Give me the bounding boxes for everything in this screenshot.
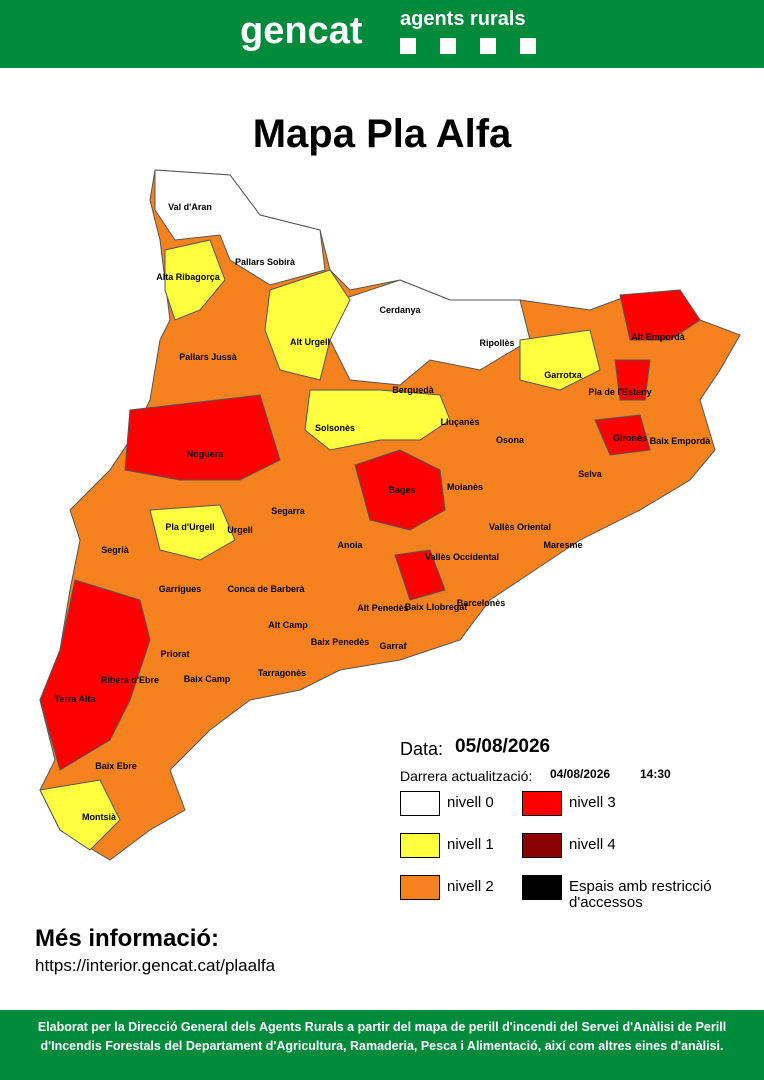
region-label: Alt Camp — [268, 620, 308, 630]
region-label: Cerdanya — [379, 305, 421, 315]
region-label: Baix Llobregat — [405, 602, 468, 612]
region-label: Anoia — [337, 540, 363, 550]
region-label: Lluçanès — [440, 417, 479, 427]
region-labels: Val d'Aran Pallars Sobirà Alta Ribagorça Ce… — [54, 202, 711, 822]
icon — [520, 38, 536, 54]
region-label: Baix Ebre — [95, 761, 137, 771]
region-label: Alta Ribagorça — [156, 272, 221, 282]
date: 05/08/2026 — [455, 736, 551, 757]
legend-label: nivell 4 — [569, 836, 616, 853]
region-label: Ripollès — [479, 338, 514, 348]
legend-swatch — [522, 875, 562, 900]
region-label: Alt Penedès — [357, 603, 409, 613]
region-label: Conca de Barberà — [227, 584, 305, 594]
update-label: Darrera actualització: — [400, 768, 533, 784]
region-label: Garrigues — [159, 584, 202, 594]
update-date: 04/08/2026 — [550, 767, 611, 781]
region-label: Noguera — [187, 449, 225, 459]
region-label: Pallars Sobirà — [235, 257, 296, 267]
region-label: Maresme — [543, 540, 582, 550]
logo: gencat — [240, 10, 363, 52]
legend-label: nivell 2 — [447, 878, 494, 895]
region-label: Garrotxa — [544, 370, 583, 380]
icon — [400, 38, 416, 54]
icon — [480, 38, 496, 54]
legend-item: nivell 0 — [400, 791, 560, 821]
region-label: Urgell — [227, 525, 253, 535]
icon — [440, 38, 456, 54]
legend-item: nivell 2 — [400, 875, 560, 905]
legend-item: nivell 4 — [522, 833, 682, 863]
info-url[interactable]: https://interior.gencat.cat/plaalfa — [35, 956, 276, 975]
region-label: Osona — [496, 435, 525, 445]
legend-label: nivell 3 — [569, 794, 616, 811]
region-label: Pallars Jussà — [179, 352, 238, 362]
legend-swatch — [400, 833, 440, 858]
region-label: Montsià — [82, 812, 117, 822]
date-label: Data: — [400, 739, 444, 759]
update-time: 14:30 — [640, 767, 671, 781]
legend-item: Espais amb restricció d'accessos — [522, 875, 712, 911]
title: Mapa Pla Alfa — [252, 112, 512, 156]
region-label: Terra Alta — [54, 694, 96, 704]
region-label: Baix Penedès — [311, 637, 370, 647]
legend-label: nivell 0 — [447, 794, 494, 811]
region-label: Baix Camp — [184, 674, 231, 684]
info-heading: Més informació: — [35, 925, 220, 952]
map: Val d'Aran Pallars Sobirà Alta Ribagorça Ce… — [39, 169, 741, 861]
region-label: Vallès Occidental — [425, 552, 499, 562]
region-label: Alt Urgell — [290, 337, 330, 347]
region-label: Alt Empordà — [631, 332, 685, 342]
region-label: Selva — [578, 469, 603, 479]
region-label: Ribera d'Ebre — [101, 675, 159, 685]
region-label: Berguedà — [392, 385, 435, 395]
legend-label: nivell 1 — [447, 836, 494, 853]
section-name: agents rurals — [400, 8, 526, 30]
header: gencat agents rurals — [0, 0, 764, 68]
map-shapes — [39, 169, 741, 861]
legend-item: nivell 3 — [522, 791, 682, 821]
region-label: Moianès — [447, 482, 483, 492]
legend: Data: 05/08/2026 Darrera actualització: … — [400, 736, 740, 916]
legend-swatch — [400, 875, 440, 900]
region-label: Segrià — [101, 545, 130, 555]
region-label: Priorat — [160, 649, 189, 659]
region-label: Pla de l'Estany — [588, 387, 651, 397]
region-label: Val d'Aran — [168, 202, 212, 212]
legend-label: Espais amb restricció d'accessos — [569, 878, 712, 911]
legend-swatch — [400, 791, 440, 816]
region-label: Pla d'Urgell — [165, 522, 214, 532]
region-label: Solsonès — [315, 423, 355, 433]
legend-swatch — [522, 791, 562, 816]
footer: Elaborat per la Direcció General dels Ag… — [0, 1010, 764, 1080]
region-label: Tarragonès — [258, 668, 306, 678]
region-label: Barcelonès — [457, 598, 506, 608]
region-label: Garraf — [379, 641, 407, 651]
region-label: Vallès Oriental — [489, 522, 551, 532]
region-label: Baix Empordà — [650, 436, 712, 446]
region-label: Bages — [388, 485, 415, 495]
region-label: Gironès — [613, 433, 647, 443]
region-label: Segarra — [271, 506, 306, 516]
legend-swatch — [522, 833, 562, 858]
legend-item: nivell 1 — [400, 833, 560, 863]
